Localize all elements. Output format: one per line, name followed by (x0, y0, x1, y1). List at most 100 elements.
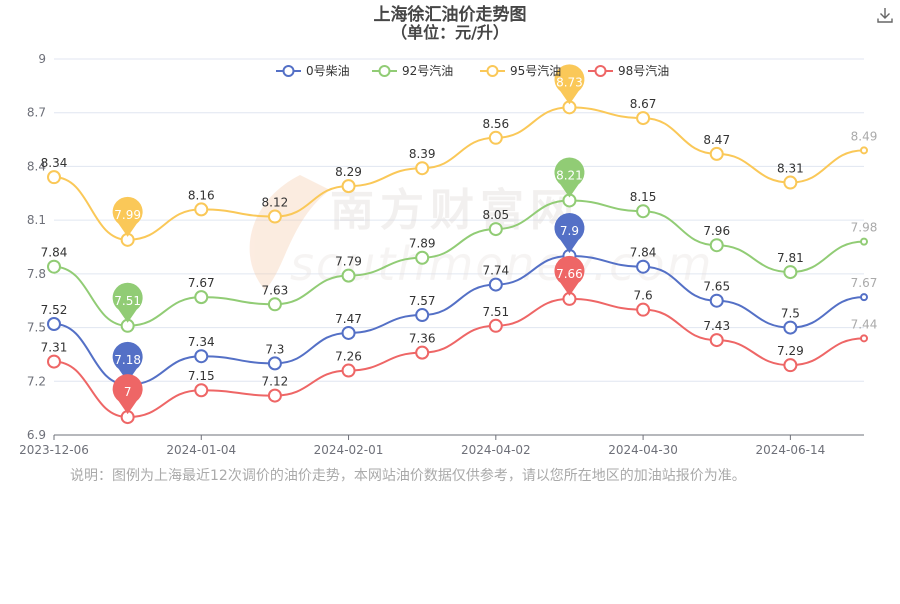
series-line (53, 297, 865, 419)
pin-icon (554, 157, 585, 198)
pin-icon (112, 282, 143, 323)
data-label: 8.29 (335, 165, 362, 179)
data-label: 8.39 (409, 147, 436, 161)
watermark-text-cn: 南方财富网 (330, 185, 580, 236)
grid (54, 58, 864, 382)
data-point (636, 259, 651, 274)
legend-marker (594, 65, 607, 77)
data-label: 7.44 (851, 317, 878, 331)
data-point (47, 354, 61, 369)
data-point (194, 202, 209, 217)
legend-item[interactable]: 98号汽油 (588, 63, 669, 78)
data-label: 7.84 (630, 246, 657, 260)
markpoint-pin: 7.51 (112, 282, 143, 323)
data-labels: 7.52 7.34 7.3 7.47 7.57 7.74 7.84 7.65 7.5 7.67 7.… (41, 97, 878, 389)
data-point (194, 383, 209, 398)
x-tick-label: 2024-04-30 (608, 443, 678, 457)
data-label: 7.6 (634, 289, 653, 303)
data-point (415, 250, 430, 265)
data-point (341, 363, 356, 378)
data-point (783, 358, 798, 373)
data-label: 7.51 (482, 305, 509, 319)
y-tick-label: 8.7 (27, 106, 46, 120)
y-tick-label: 7.8 (27, 267, 46, 281)
pin-label: 7.9 (560, 224, 579, 238)
data-label: 7.84 (41, 246, 68, 260)
data-label: 7.47 (335, 312, 362, 326)
data-point (860, 237, 868, 246)
data-point (488, 318, 503, 333)
markpoint-pin: 7.99 (112, 196, 143, 237)
axes: 6.9 7.2 7.5 7.8 8.1 8.4 8.7 9 2023-12-06 2024-01-… (19, 52, 864, 457)
data-label: 7.74 (482, 264, 509, 278)
markpoint-pin: 7.18 (112, 341, 143, 382)
y-tick-label: 7.5 (27, 321, 46, 335)
data-label: 7.67 (188, 276, 215, 290)
markpoints: 7.18 7.9 7.51 8.21 7.99 8.73 7 7.66 (112, 64, 585, 415)
legend-label: 98号汽油 (618, 63, 669, 78)
data-point (860, 146, 868, 155)
chart-subtitle: （单位：元/升） (391, 23, 509, 42)
data-label: 7.89 (409, 237, 436, 251)
data-point (194, 290, 209, 305)
data-point (488, 222, 503, 237)
data-label: 7.63 (262, 283, 289, 297)
data-label: 8.49 (851, 129, 878, 143)
legend-item[interactable]: 0号柴油 (276, 64, 350, 78)
data-label: 8.05 (482, 208, 509, 222)
data-point (488, 130, 503, 145)
data-point (341, 179, 356, 194)
data-point (341, 325, 356, 340)
series (47, 100, 868, 425)
data-point (267, 388, 282, 403)
data-label: 7.36 (409, 332, 436, 346)
x-tick-label: 2024-01-04 (166, 443, 236, 457)
data-label: 7.65 (703, 280, 730, 294)
data-point (783, 175, 798, 190)
pin-icon (112, 374, 143, 415)
data-point (636, 111, 651, 126)
data-point (267, 356, 282, 371)
pin-label: 7.99 (114, 208, 141, 222)
x-tick-label: 2024-06-14 (755, 443, 825, 457)
data-point (709, 333, 724, 348)
x-tick-label: 2023-12-06 (19, 443, 89, 457)
markpoint-pin: 8.21 (554, 157, 585, 198)
markpoint-pin: 8.73 (554, 64, 585, 105)
data-point (709, 293, 724, 308)
legend-item[interactable]: 95号汽油 (480, 63, 561, 78)
legend-item[interactable]: 92号汽油 (372, 63, 453, 78)
data-label: 7.31 (41, 341, 68, 355)
data-point (47, 170, 61, 185)
legend-label: 0号柴油 (306, 64, 350, 78)
download-icon[interactable] (876, 6, 894, 24)
legend-marker (378, 65, 391, 77)
pin-icon (112, 196, 143, 237)
pin-icon (554, 255, 585, 296)
legend-label: 92号汽油 (402, 63, 453, 78)
data-label: 7.79 (335, 255, 362, 269)
data-point (267, 209, 282, 224)
series-line (53, 106, 865, 241)
markpoint-pin: 7.66 (554, 255, 585, 296)
data-point (341, 268, 356, 283)
data-point (415, 161, 430, 176)
data-point (636, 204, 651, 219)
pin-label: 7.51 (114, 294, 141, 308)
data-point (415, 345, 430, 360)
data-label: 7.15 (188, 369, 215, 383)
data-label: 8.15 (630, 190, 657, 204)
legend[interactable]: 0号柴油 92号汽油 95号汽油 98号汽油 (276, 63, 669, 78)
data-label: 8.34 (41, 156, 68, 170)
data-point (267, 297, 282, 312)
y-tick-label: 8.4 (27, 159, 46, 173)
data-point (194, 349, 209, 364)
data-label: 7.67 (851, 276, 878, 290)
data-point (709, 146, 724, 161)
pin-label: 7.18 (114, 353, 141, 367)
data-label: 7.29 (777, 344, 804, 358)
y-tick-label: 9 (38, 52, 46, 66)
pin-icon (112, 341, 143, 382)
